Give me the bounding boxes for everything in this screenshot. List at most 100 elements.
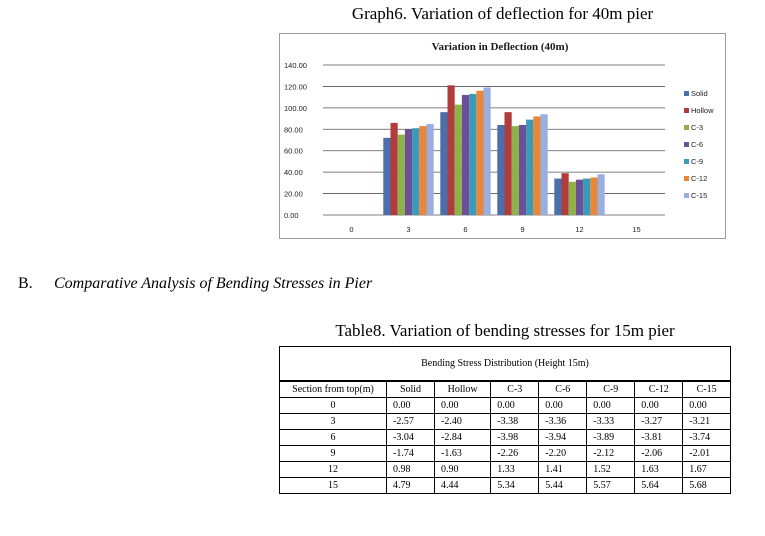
chart-title: Variation in Deflection (40m): [432, 41, 569, 53]
table-cell: -2.84: [433, 429, 492, 446]
legend-swatch: [684, 159, 689, 164]
legend-label: Hollow: [691, 106, 714, 115]
table-cell: 0.00: [490, 397, 540, 414]
bar: [412, 128, 420, 215]
table-cell: -1.63: [433, 445, 492, 462]
table-cell: -3.38: [490, 413, 540, 430]
y-tick-label: 80.00: [284, 125, 303, 134]
graph-caption: Graph6. Variation of deflection for 40m …: [351, 4, 654, 23]
legend-label: C-12: [691, 174, 707, 183]
x-tick-label: 3: [406, 225, 410, 234]
bar: [568, 181, 576, 215]
y-tick-label: 40.00: [284, 168, 303, 177]
table-cell: -2.40: [433, 413, 492, 430]
table-cell: -3.27: [634, 413, 684, 430]
table-row: 9 -1.74 -1.63 -2.26 -2.20 -2.12 -2.06 -2…: [280, 445, 730, 462]
legend-label: C-3: [691, 123, 703, 132]
bar: [597, 174, 605, 215]
legend-swatch: [684, 176, 689, 181]
table-cell: -3.33: [586, 413, 636, 430]
bar: [383, 137, 391, 215]
section-letter: B.: [18, 275, 33, 292]
bar: [483, 87, 491, 215]
table-cell: 5.44: [538, 477, 588, 493]
x-tick-label: 12: [575, 225, 583, 234]
bars: [383, 85, 605, 215]
bar: [511, 126, 519, 215]
x-tick-label: 6: [463, 225, 467, 234]
table-cell: -3.89: [586, 429, 636, 446]
bar: [426, 123, 434, 215]
table-cell: 9: [280, 445, 387, 462]
y-tick-label: 100.00: [284, 104, 307, 113]
bar: [540, 114, 548, 215]
bar: [533, 116, 541, 215]
column-header: C-3: [490, 381, 540, 398]
table-cell: 4.44: [433, 477, 492, 493]
table-cell: 0.00: [586, 397, 636, 414]
bar: [561, 173, 569, 215]
table-cell: 0.98: [386, 461, 435, 478]
bar: [454, 104, 462, 215]
table-cell: -2.06: [634, 445, 684, 462]
y-axis-ticks: 0.00 20.00 40.00 60.00 80.00 100.00 120.00 140.…: [284, 61, 307, 220]
legend-swatch: [684, 142, 689, 147]
table-cell: 12: [280, 461, 387, 478]
column-header: C-9: [586, 381, 636, 398]
column-header: C-6: [538, 381, 588, 398]
bar: [404, 129, 413, 215]
legend-label: C-6: [691, 140, 703, 149]
table-row: 15 4.79 4.44 5.34 5.44 5.57 5.64 5.68: [280, 477, 730, 493]
column-header: Section from top(m): [280, 381, 387, 398]
table-caption: Table8. Variation of bending stresses fo…: [335, 321, 675, 340]
table-header-row: Section from top(m) Solid Hollow C-3 C-6…: [280, 381, 730, 398]
y-tick-label: 60.00: [284, 147, 303, 156]
table-cell: 6: [280, 429, 387, 446]
section-heading: B. Comparative Analysis of Bending Stress…: [18, 275, 372, 293]
table-cell: 5.68: [682, 477, 730, 493]
bar: [397, 134, 405, 215]
table-cell: -2.01: [682, 445, 730, 462]
x-tick-label: 9: [520, 225, 524, 234]
table-cell: 0.00: [433, 397, 492, 414]
table-cell: 1.52: [586, 461, 636, 478]
table-cell: 1.41: [538, 461, 588, 478]
table-cell: 1.67: [682, 461, 730, 478]
table-row: 12 0.98 0.90 1.33 1.41 1.52 1.63 1.67: [280, 461, 730, 478]
table-cell: -3.98: [490, 429, 540, 446]
bar: [518, 125, 527, 215]
table-cell: -1.74: [386, 445, 435, 462]
x-tick-label: 0: [349, 225, 353, 234]
table-cell: 1.33: [490, 461, 540, 478]
y-tick-label: 140.00: [284, 61, 307, 70]
legend-swatch: [684, 108, 689, 113]
bar: [497, 125, 505, 215]
table-cell: 1.63: [634, 461, 684, 478]
table-cell: 0.00: [538, 397, 588, 414]
table-cell: 5.57: [586, 477, 636, 493]
table-cell: -2.57: [386, 413, 435, 430]
x-axis-ticks: 0 3 6 9 12 15: [349, 225, 640, 234]
legend: Solid Hollow C-3 C-6 C-9 C-12 C-15: [684, 89, 714, 200]
deflection-chart-svg: Variation in Deflection (40m) 0.00 20.00 4…: [284, 41, 714, 234]
bending-stress-table: Bending Stress Distribution (Height 15m)…: [279, 346, 731, 494]
bending-stress-data: Section from top(m) Solid Hollow C-3 C-6…: [280, 381, 730, 493]
bar: [554, 178, 562, 215]
table-cell: 0.00: [386, 397, 435, 414]
deflection-chart: Variation in Deflection (40m) 0.00 20.00 4…: [279, 33, 726, 239]
table-cell: -2.20: [538, 445, 588, 462]
table-cell: -3.04: [386, 429, 435, 446]
column-header: C-15: [682, 381, 730, 398]
table-cell: 5.34: [490, 477, 540, 493]
section-title: Comparative Analysis of Bending Stresses…: [54, 275, 373, 292]
table-cell: -3.36: [538, 413, 588, 430]
table-title: Bending Stress Distribution (Height 15m): [280, 347, 730, 381]
y-tick-label: 120.00: [284, 82, 307, 91]
table-row: 3 -2.57 -2.40 -3.38 -3.36 -3.33 -3.27 -3…: [280, 413, 730, 430]
bar: [390, 122, 398, 215]
column-header: C-12: [634, 381, 684, 398]
y-tick-label: 20.00: [284, 190, 303, 199]
bar: [504, 112, 512, 215]
y-tick-label: 0.00: [284, 211, 299, 220]
table-cell: 5.64: [634, 477, 684, 493]
